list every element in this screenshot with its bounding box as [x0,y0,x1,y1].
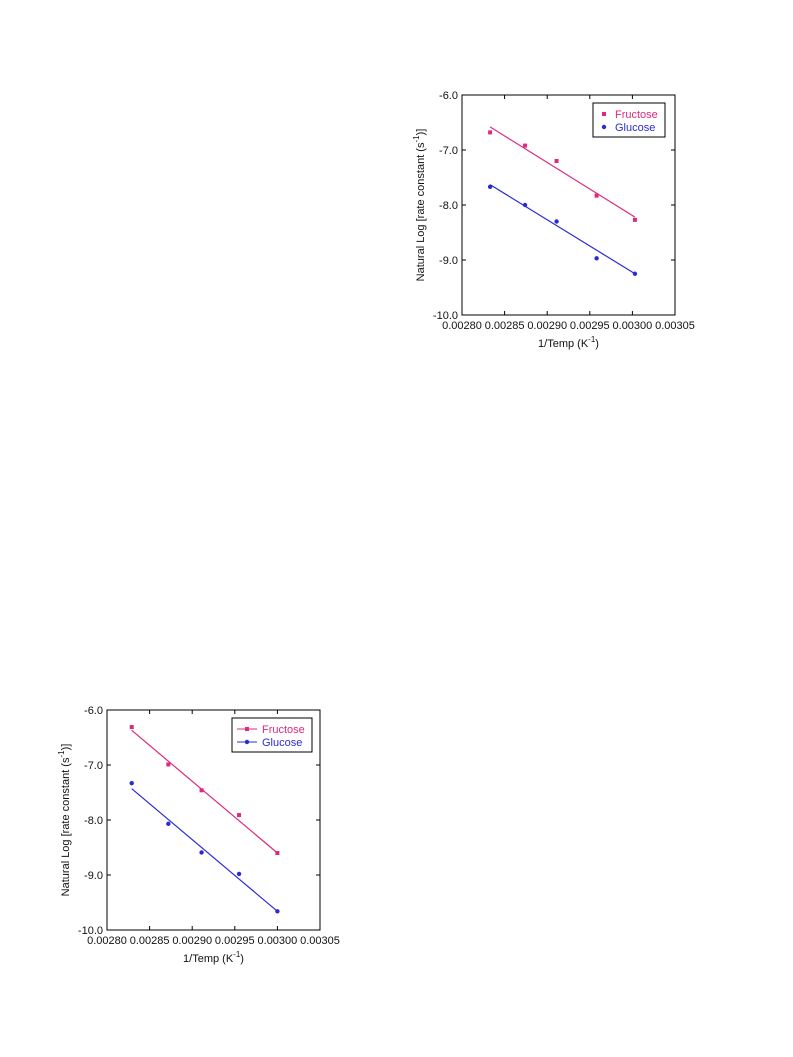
y-tick-label: -8.0 [439,200,458,212]
fructose-point [632,217,637,222]
fructose-point [488,130,493,135]
y-tick-label: -9.0 [439,255,458,267]
y-axis-label: Natural Log [rate constant (s-1)] [412,129,427,282]
glucose-fit-line [489,184,636,275]
x-axis-label-main: 1/Temp (K [538,338,589,350]
fructose-point [129,725,134,730]
x-tick-label: 0.00285 [130,935,170,947]
legend-box [231,717,313,753]
y-tick-label: -9.0 [84,870,103,882]
glucose-legend-marker [244,739,250,745]
x-axis-label-sup: -1 [233,950,241,959]
fructose-legend-label: Fructose [615,109,658,121]
glucose-point [129,780,134,786]
x-tick-label: 0.00305 [655,320,695,332]
glucose-point [166,821,171,827]
x-axis-label: 1/Temp (K-1) [538,335,599,350]
fructose-fit-line [489,126,636,218]
x-axis-label-end: ) [595,338,599,350]
x-tick-label: 0.00280 [442,320,482,332]
x-axis-label: 1/Temp (K-1) [183,950,244,965]
fructose-point [237,813,242,818]
glucose-point [487,184,493,190]
fructose-fit-line [131,729,278,854]
y-tick-label: -8.0 [84,815,103,827]
glucose-point [236,871,242,877]
fructose-point [166,762,171,767]
x-tick-label: 0.00290 [172,935,212,947]
glucose-legend-marker [601,124,607,130]
fructose-point [275,851,280,855]
x-axis-label-end: ) [240,953,244,965]
fructose-legend-marker [245,727,249,731]
y-axis-label-main: Natural Log [rate constant (s [415,142,427,281]
x-tick-label: 0.00305 [300,935,340,947]
fructose-point [199,788,204,793]
y-tick-label: -6.0 [439,90,458,102]
x-tick-label: 0.00285 [485,320,525,332]
y-tick-label: -6.0 [84,705,103,717]
x-tick-label: 0.00295 [570,320,610,332]
x-tick-label: 0.00295 [215,935,255,947]
glucose-point [275,909,280,914]
y-axis-label-main: Natural Log [rate constant (s [60,757,72,896]
glucose-legend-label: Glucose [262,737,302,749]
y-tick-label: -7.0 [439,145,458,157]
y-tick-label: -10.0 [78,925,103,937]
fructose-legend-label: Fructose [262,724,305,736]
arrhenius-chart-top: 0.00280 0.00285 0.00290 0.00295 0.00300 0.003… [412,90,695,350]
y-axis-label-end: )] [415,129,427,136]
legend-box [592,102,666,138]
y-tick-label: -10.0 [433,310,458,322]
x-tick-label: 0.00290 [527,320,567,332]
fructose-point [594,193,599,198]
y-axis-label-sup: -1 [57,750,66,758]
glucose-point [522,202,528,208]
y-axis-label-sup: -1 [412,135,421,143]
y-tick-label: -7.0 [84,760,103,772]
x-tick-label: 0.00300 [258,935,298,947]
y-axis-label: Natural Log [rate constant (s-1)] [57,744,72,897]
glucose-point [199,850,204,855]
arrhenius-chart-bottom: 0.00280 0.00285 0.00290 0.00295 0.00300 0.003… [57,705,340,965]
fructose-point [523,143,528,148]
glucose-point [632,271,638,276]
x-tick-label: 0.00300 [613,320,653,332]
fructose-point [554,159,559,163]
glucose-point [594,256,599,261]
x-axis-label-main: 1/Temp (K [183,953,234,965]
glucose-legend-label: Glucose [615,122,655,134]
y-axis-label-end: )] [60,744,72,751]
x-axis-label-sup: -1 [588,335,596,344]
fructose-legend-marker [602,112,606,116]
glucose-fit-line [131,788,278,912]
x-tick-label: 0.00280 [87,935,127,947]
glucose-point [554,219,559,224]
